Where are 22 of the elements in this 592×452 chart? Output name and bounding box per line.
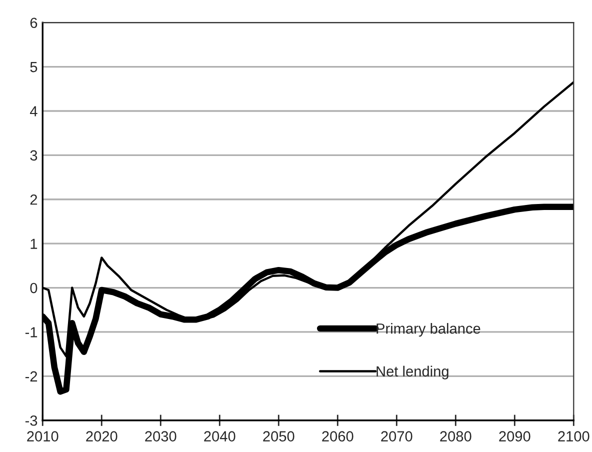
y-tick-label: 5 — [30, 62, 38, 72]
y-tick-label: 2 — [30, 194, 38, 205]
x-tick-label: 2080 — [440, 431, 472, 442]
x-tick-label: 2070 — [381, 431, 412, 442]
y-tick-label: 1 — [30, 238, 38, 249]
y-tick-label: -2 — [25, 371, 38, 382]
y-tick-label: 4 — [30, 106, 38, 116]
x-tick-label: 2060 — [322, 431, 354, 442]
x-tick-label: 2040 — [204, 431, 236, 442]
x-tick-label: 2090 — [499, 431, 530, 442]
x-tick-label: 2020 — [86, 431, 118, 442]
y-tick-label: 6 — [30, 18, 38, 28]
x-tick-label: 2100 — [558, 431, 590, 442]
y-tick-label: -1 — [25, 327, 38, 338]
legend-label: Net lending — [376, 366, 448, 380]
legend-label: Primary balance — [376, 323, 480, 337]
y-tick-label: -3 — [25, 415, 38, 426]
y-tick-label: 0 — [30, 282, 38, 294]
x-tick-label: 2010 — [27, 431, 58, 442]
x-tick-label: 2030 — [145, 431, 176, 442]
y-tick-label: 3 — [30, 150, 38, 161]
x-tick-label: 2050 — [263, 431, 294, 442]
